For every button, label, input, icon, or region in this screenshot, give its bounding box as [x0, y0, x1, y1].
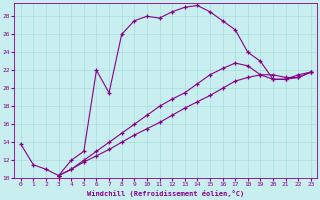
X-axis label: Windchill (Refroidissement éolien,°C): Windchill (Refroidissement éolien,°C) — [87, 190, 244, 197]
